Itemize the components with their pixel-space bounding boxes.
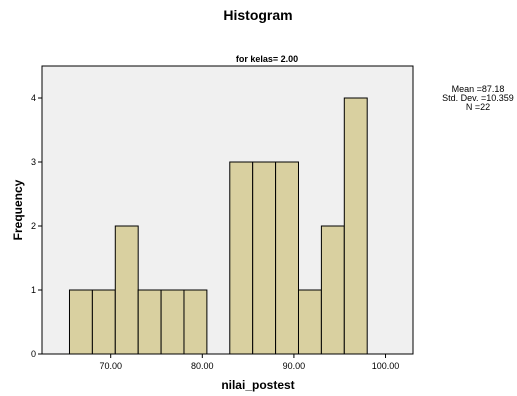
x-tick-label-0: 70.00 bbox=[99, 361, 122, 371]
y-tick-label-1: 1 bbox=[31, 285, 36, 295]
y-tick-label-3: 3 bbox=[31, 157, 36, 167]
histogram-bar-1 bbox=[91, 289, 116, 355]
x-tick-label-2: 90.00 bbox=[283, 361, 306, 371]
bars-group bbox=[68, 97, 368, 355]
histogram-bar-9 bbox=[275, 161, 299, 355]
histogram-bar-5 bbox=[183, 289, 208, 355]
chart-title: Histogram bbox=[223, 7, 292, 23]
x-tick-label-1: 80.00 bbox=[191, 361, 214, 371]
x-axis-label: nilai_postest bbox=[221, 378, 294, 392]
stats-line-1: Std. Dev. =10.359 bbox=[442, 93, 514, 103]
chart-subtitle: for kelas= 2.00 bbox=[236, 54, 298, 64]
histogram-bar-0 bbox=[68, 289, 93, 355]
y-tick-label-2: 2 bbox=[31, 221, 36, 231]
histogram-bar-8 bbox=[252, 161, 277, 355]
histogram-bar-2 bbox=[114, 225, 139, 355]
histogram-bar-12 bbox=[343, 97, 368, 355]
y-axis-label: Frequency bbox=[11, 179, 25, 240]
y-tick-label-0: 0 bbox=[31, 349, 36, 359]
histogram-bar-7 bbox=[229, 161, 254, 355]
stats-line-0: Mean =87.18 bbox=[452, 84, 505, 94]
axes-group: 0 1 2 3 4 70.00 80.00 90.00 100.00 bbox=[31, 93, 399, 371]
stats-line-2: N =22 bbox=[466, 102, 490, 112]
y-tick-label-4: 4 bbox=[31, 93, 36, 103]
histogram-bar-3 bbox=[137, 289, 162, 355]
x-tick-label-3: 100.00 bbox=[372, 361, 400, 371]
histogram-bar-4 bbox=[160, 289, 185, 355]
histogram-bar-11 bbox=[320, 225, 345, 355]
histogram-bar-10 bbox=[297, 289, 322, 355]
